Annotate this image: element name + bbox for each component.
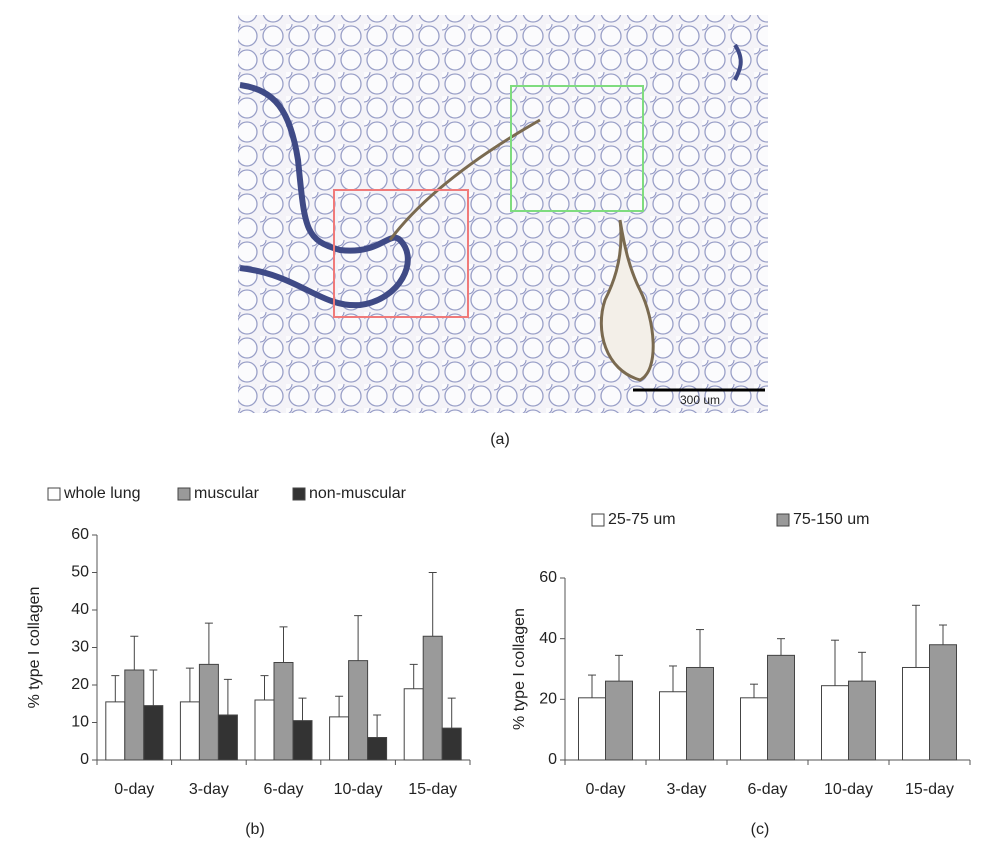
error-bar bbox=[750, 683, 758, 698]
y-tick-label: 30 bbox=[71, 639, 89, 656]
error-bar bbox=[111, 675, 120, 702]
bar bbox=[143, 705, 164, 761]
legend-swatch bbox=[292, 487, 306, 501]
error-bar bbox=[831, 639, 839, 686]
bar bbox=[198, 663, 219, 761]
bar bbox=[821, 685, 849, 761]
legend-label: 75-150 um bbox=[793, 511, 870, 528]
legend-label: whole lung bbox=[63, 485, 141, 502]
legend-label: 25-75 um bbox=[608, 511, 676, 528]
bar bbox=[273, 662, 294, 761]
bar bbox=[767, 654, 795, 761]
green-box bbox=[510, 85, 644, 212]
bar bbox=[422, 635, 443, 761]
error-bar bbox=[204, 622, 213, 665]
error-bar bbox=[858, 651, 866, 682]
error-bar bbox=[223, 678, 232, 715]
error-bar bbox=[279, 626, 288, 663]
error-bar bbox=[185, 667, 194, 702]
x-tick-label: 10-day bbox=[824, 781, 873, 798]
vessel bbox=[388, 118, 541, 241]
error-bar bbox=[428, 572, 437, 637]
x-tick-label: 6-day bbox=[263, 781, 303, 798]
y-tick-label: 50 bbox=[71, 564, 89, 581]
bar bbox=[105, 701, 126, 761]
panel-caption: (b) bbox=[245, 821, 265, 838]
error-bar bbox=[409, 663, 418, 689]
bar bbox=[902, 666, 930, 761]
scale-label: 300 um bbox=[680, 393, 720, 407]
bar bbox=[124, 669, 145, 761]
airway bbox=[733, 43, 743, 81]
panel-caption: (c) bbox=[751, 821, 770, 838]
y-tick-label: 60 bbox=[71, 526, 89, 543]
y-tick-label: 10 bbox=[71, 714, 89, 731]
y-tick-label: 60 bbox=[539, 569, 557, 586]
legend-swatch bbox=[177, 487, 191, 501]
x-tick-label: 0-day bbox=[585, 781, 625, 798]
error-bar bbox=[696, 629, 704, 668]
bar bbox=[179, 701, 200, 761]
y-tick-label: 40 bbox=[71, 601, 89, 618]
error-bar bbox=[615, 654, 623, 682]
y-tick-label: 20 bbox=[539, 691, 557, 708]
y-tick-label: 0 bbox=[548, 751, 557, 768]
x-tick-label: 3-day bbox=[189, 781, 229, 798]
error-bar bbox=[669, 665, 677, 692]
bar bbox=[929, 644, 957, 761]
legend-label: non-muscular bbox=[309, 485, 407, 502]
bar bbox=[329, 716, 350, 761]
airway bbox=[239, 82, 411, 309]
bar bbox=[578, 697, 606, 761]
bar bbox=[367, 737, 388, 761]
y-axis-label: % type I collagen bbox=[26, 587, 43, 709]
bar bbox=[740, 697, 768, 761]
legend-swatch bbox=[591, 513, 605, 527]
micrograph: 300 um bbox=[238, 15, 768, 413]
y-tick-label: 20 bbox=[71, 676, 89, 693]
bar bbox=[292, 720, 313, 761]
error-bar bbox=[260, 675, 269, 700]
error-bar bbox=[298, 697, 307, 721]
x-tick-label: 0-day bbox=[114, 781, 154, 798]
error-bar bbox=[939, 624, 947, 645]
x-tick-label: 3-day bbox=[666, 781, 706, 798]
error-bar bbox=[149, 669, 158, 706]
y-tick-label: 0 bbox=[80, 751, 89, 768]
bar bbox=[403, 688, 424, 761]
error-bar bbox=[373, 714, 382, 738]
legend-swatch bbox=[47, 487, 61, 501]
y-tick-label: 40 bbox=[539, 630, 557, 647]
legend-swatch bbox=[776, 513, 790, 527]
bar bbox=[659, 691, 687, 761]
bar bbox=[348, 660, 369, 761]
error-bar bbox=[588, 674, 596, 698]
x-tick-label: 15-day bbox=[905, 781, 954, 798]
tissue bbox=[238, 15, 768, 413]
error-bar bbox=[777, 638, 785, 656]
y-axis-label: % type I collagen bbox=[511, 608, 528, 730]
vessel bbox=[599, 219, 655, 382]
error-bar bbox=[130, 635, 139, 670]
error-bar bbox=[912, 604, 920, 668]
legend-label: muscular bbox=[194, 485, 260, 502]
error-bar bbox=[335, 695, 344, 717]
x-tick-label: 10-day bbox=[334, 781, 383, 798]
bar bbox=[848, 680, 876, 761]
x-tick-label: 6-day bbox=[747, 781, 787, 798]
x-tick-label: 15-day bbox=[408, 781, 457, 798]
error-bar bbox=[447, 697, 456, 729]
bar bbox=[605, 680, 633, 761]
bar bbox=[254, 699, 275, 761]
bar bbox=[441, 727, 462, 761]
bar bbox=[686, 666, 714, 761]
bar bbox=[217, 714, 238, 761]
red-box bbox=[333, 189, 469, 318]
error-bar bbox=[354, 615, 363, 661]
panel-caption: (a) bbox=[490, 431, 510, 448]
